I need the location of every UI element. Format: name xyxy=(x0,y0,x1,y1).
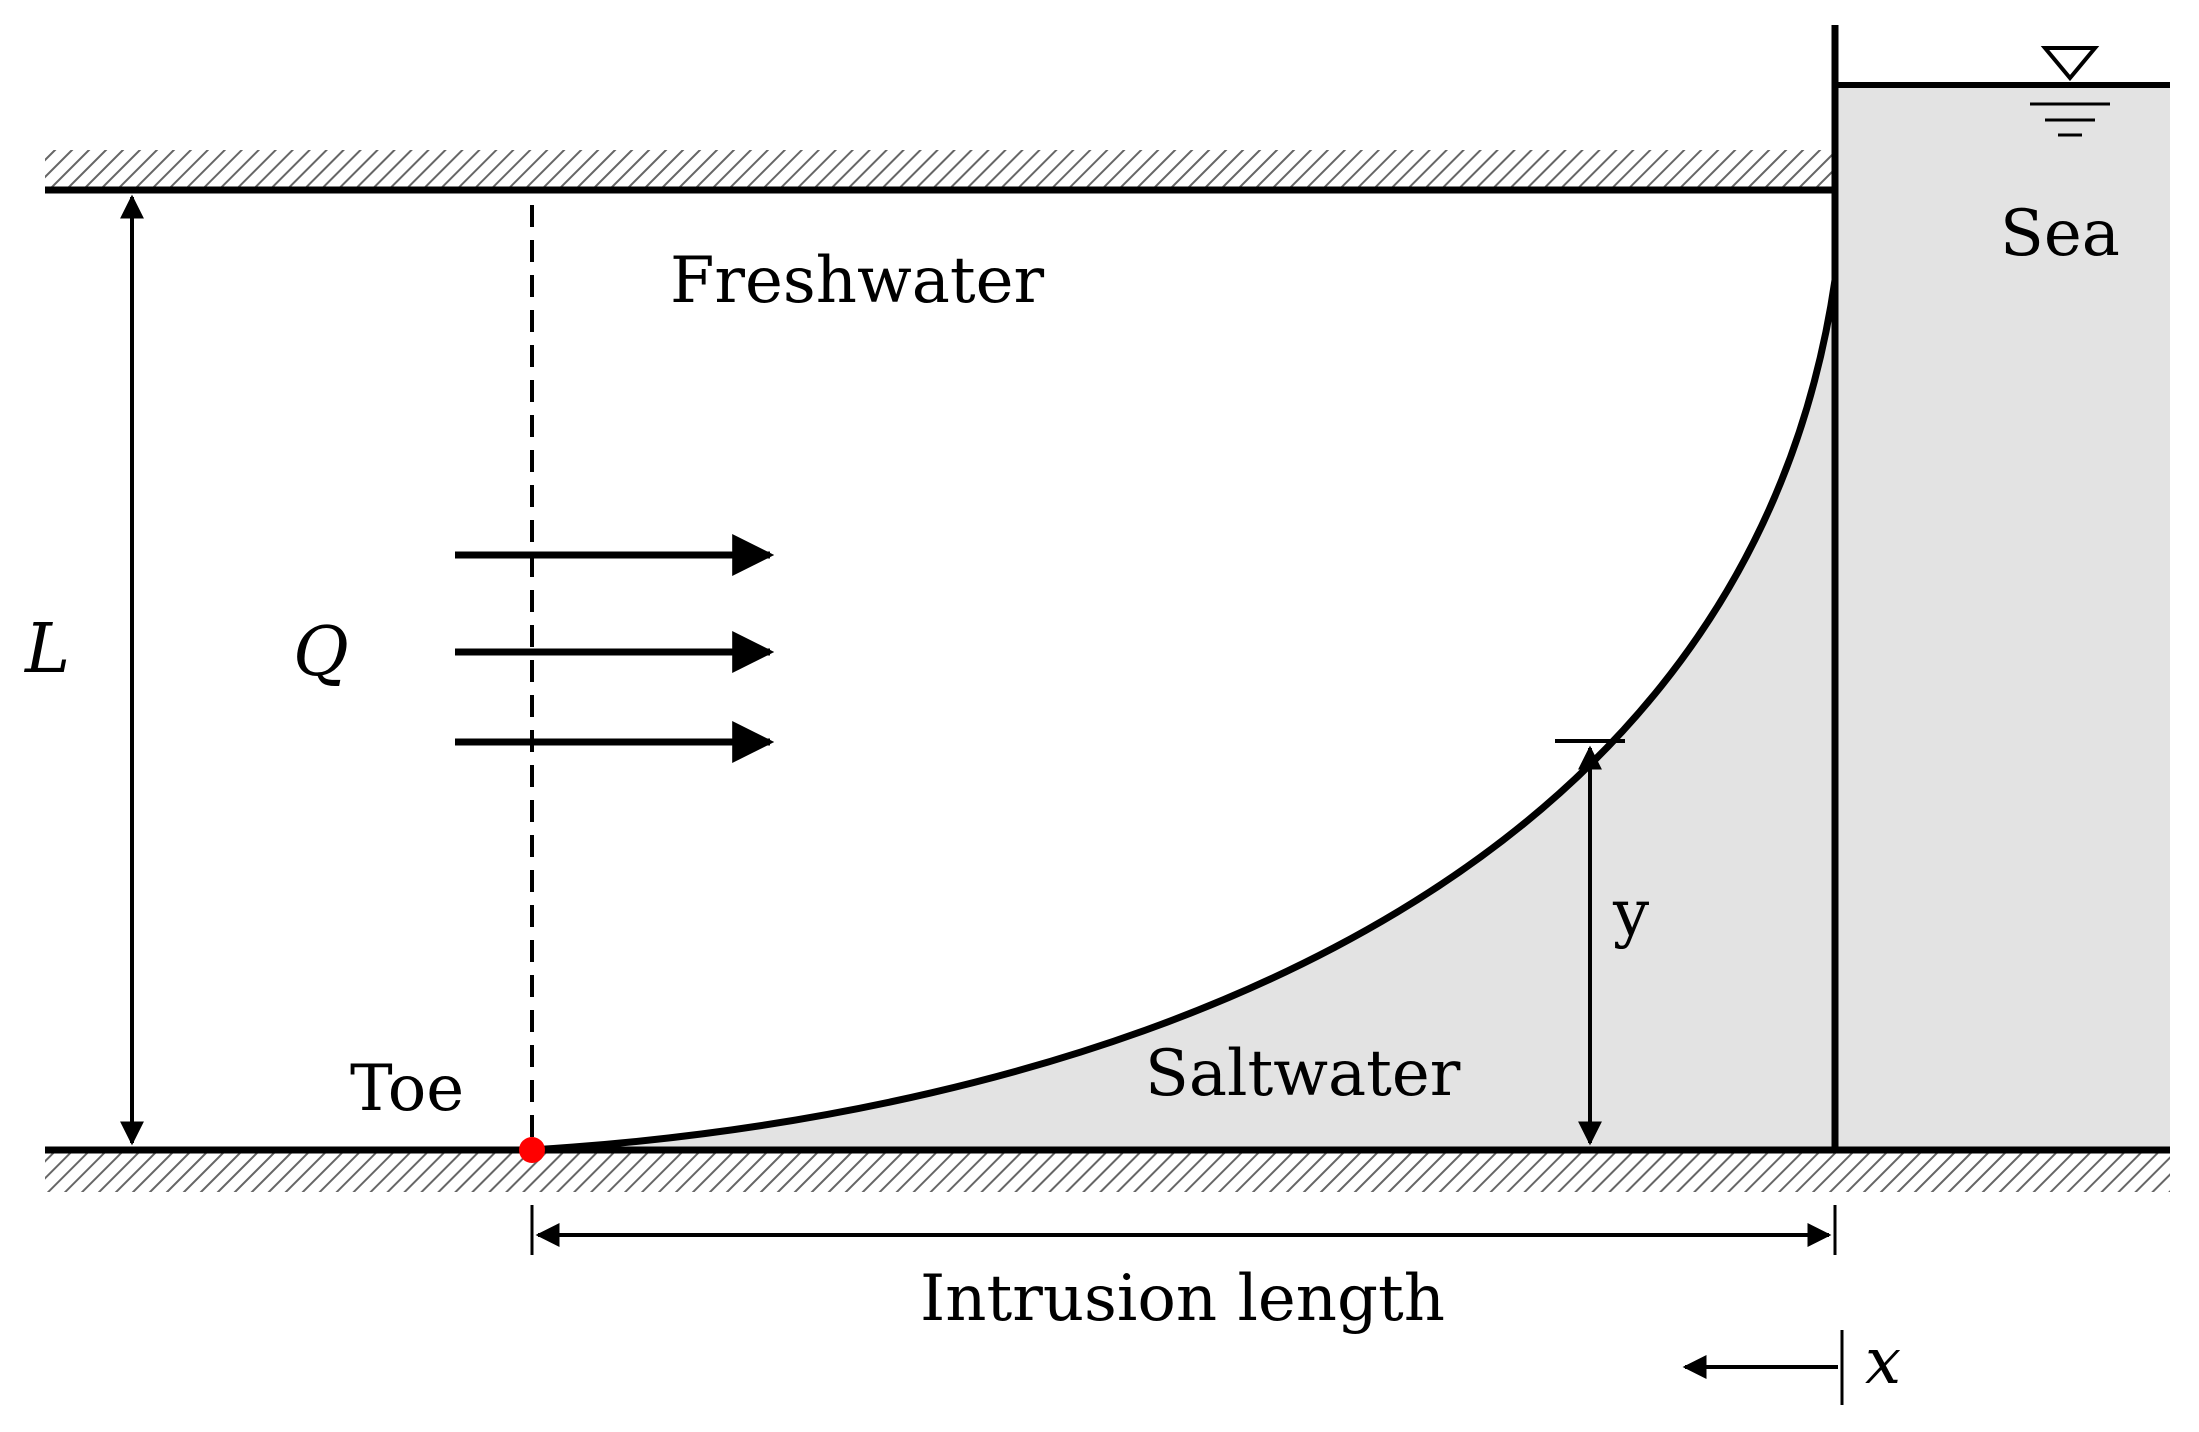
freshwater-label: Freshwater xyxy=(670,244,1044,318)
water-level-icon xyxy=(2030,46,2110,137)
saltwater-wedge xyxy=(530,280,1835,1150)
interface-curve xyxy=(529,190,1839,1154)
saltwater-label: Saltwater xyxy=(1145,1037,1461,1111)
flow-label: Q xyxy=(293,613,349,692)
interface-height-label: y xyxy=(1612,877,1649,951)
flow-arrows xyxy=(455,534,775,763)
bottom-confining-layer xyxy=(45,1150,2170,1192)
sea-water xyxy=(1835,85,2170,1150)
top-confining-layer xyxy=(45,150,1835,190)
sea-label: Sea xyxy=(2000,197,2120,271)
x-axis-label: x xyxy=(1865,1325,1901,1399)
aquifer-thickness-label: L xyxy=(23,610,70,689)
toe-label: Toe xyxy=(350,1052,464,1126)
toe-point xyxy=(519,1137,545,1163)
intrusion-length-label: Intrusion length xyxy=(920,1262,1445,1336)
